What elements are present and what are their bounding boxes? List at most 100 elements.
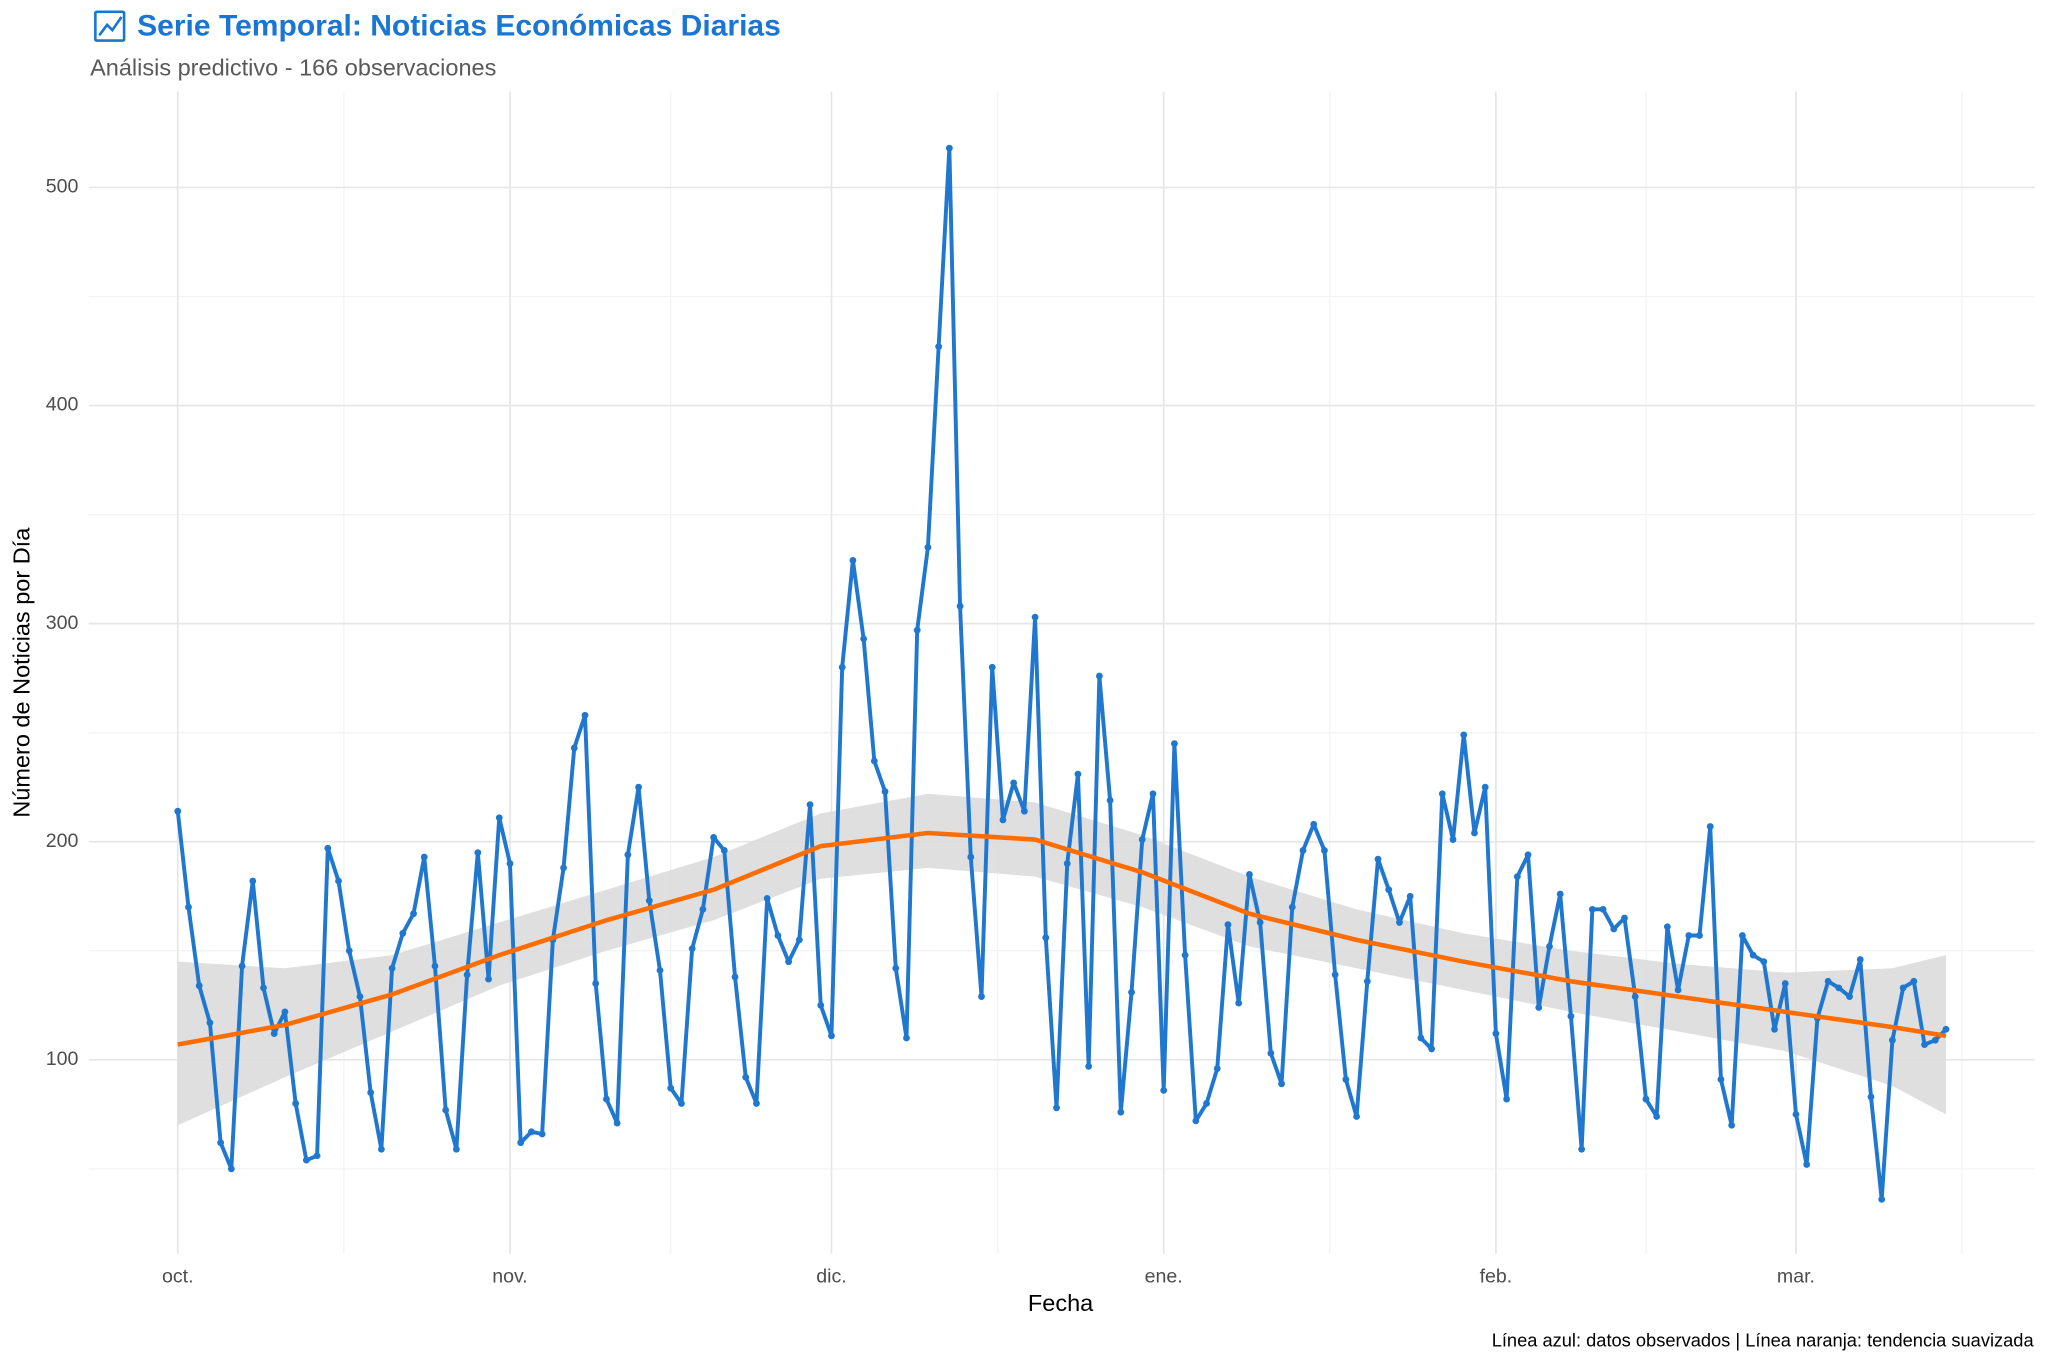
chart-title: Serie Temporal: Noticias Económicas Diar… xyxy=(137,9,781,42)
observed-point xyxy=(635,783,642,791)
observed-point xyxy=(1546,943,1553,950)
observed-point xyxy=(452,1145,460,1153)
observed-point xyxy=(1889,1036,1896,1044)
observed-point xyxy=(1278,1080,1285,1088)
observed-point xyxy=(1128,988,1135,996)
observed-point xyxy=(485,975,492,983)
observed-point xyxy=(1149,790,1157,798)
observed-point xyxy=(1910,977,1918,985)
y-tick-label: 500 xyxy=(46,176,79,198)
caption: Línea azul: datos observados | Línea nar… xyxy=(1492,1329,2035,1350)
observed-point xyxy=(1556,890,1564,898)
observed-point xyxy=(238,962,246,970)
observed-point xyxy=(935,343,943,351)
observed-point xyxy=(1803,1161,1811,1168)
observed-point xyxy=(1053,1104,1060,1112)
observed-point xyxy=(1160,1086,1168,1094)
observed-point xyxy=(1246,871,1253,878)
observed-point xyxy=(517,1139,525,1147)
observed-point xyxy=(560,864,567,872)
observed-point xyxy=(624,851,632,859)
observed-point xyxy=(1406,892,1414,900)
observed-point xyxy=(678,1100,685,1107)
x-tick-label: ene. xyxy=(1145,1266,1183,1288)
observed-point xyxy=(377,1145,385,1153)
observed-point xyxy=(1824,977,1832,985)
observed-point xyxy=(999,816,1007,824)
observed-point xyxy=(892,964,900,972)
observed-point xyxy=(1717,1076,1725,1083)
x-tick-label: dic. xyxy=(816,1266,846,1288)
y-axis-title: Número de Noticias por Día xyxy=(9,527,35,818)
observed-point xyxy=(913,626,921,634)
observed-point xyxy=(1513,873,1521,881)
observed-point xyxy=(881,788,889,795)
observed-point xyxy=(195,982,203,990)
observed-point xyxy=(1020,807,1028,815)
observed-point xyxy=(1578,1145,1586,1153)
observed-point xyxy=(356,993,364,1000)
observed-point xyxy=(753,1100,760,1107)
observed-point xyxy=(1921,1041,1928,1048)
observed-point xyxy=(1867,1093,1875,1101)
observed-point xyxy=(903,1034,910,1042)
observed-point xyxy=(817,1001,825,1009)
observed-point xyxy=(206,1019,214,1027)
plot-marks xyxy=(174,144,1950,1203)
observed-point xyxy=(763,895,771,902)
observed-point xyxy=(1856,956,1864,963)
observed-point xyxy=(1460,731,1468,739)
observed-point xyxy=(828,1032,835,1040)
observed-point xyxy=(1106,796,1114,804)
observed-point xyxy=(506,860,514,867)
observed-point xyxy=(710,833,717,841)
observed-point xyxy=(1599,905,1607,913)
y-tick-label: 200 xyxy=(46,830,79,852)
observed-point xyxy=(1835,984,1843,992)
observed-point xyxy=(1363,977,1371,985)
observed-point xyxy=(388,964,396,972)
observed-point xyxy=(720,847,728,854)
y-tick-label: 100 xyxy=(46,1048,79,1070)
observed-point xyxy=(1749,951,1757,959)
observed-point xyxy=(1138,836,1146,843)
observed-point xyxy=(1653,1113,1661,1120)
observed-point xyxy=(420,853,428,861)
observed-point xyxy=(1010,779,1018,787)
grid xyxy=(88,91,2035,1254)
observed-point xyxy=(302,1156,310,1164)
observed-point xyxy=(270,1030,278,1038)
trend-line xyxy=(177,830,1947,1047)
observed-point xyxy=(1224,921,1232,929)
observed-point xyxy=(1396,919,1403,926)
observed-point xyxy=(592,980,600,987)
observed-point xyxy=(795,936,803,944)
observed-point xyxy=(1331,971,1339,979)
observed-point xyxy=(1492,1030,1500,1038)
observed-point xyxy=(217,1139,225,1147)
observed-point xyxy=(1428,1045,1435,1053)
observed-point xyxy=(1288,903,1296,911)
observed-point xyxy=(1738,932,1746,939)
observed-point xyxy=(313,1152,321,1160)
observed-point xyxy=(1781,980,1789,987)
observed-point xyxy=(1353,1113,1360,1120)
observed-point xyxy=(1771,1025,1778,1033)
observed-point xyxy=(613,1119,621,1127)
observed-point xyxy=(1524,851,1532,859)
observed-point xyxy=(1588,905,1596,913)
observed-point xyxy=(1696,932,1703,939)
observed-point xyxy=(538,1130,546,1138)
observed-point xyxy=(249,877,257,885)
observed-point xyxy=(945,144,953,152)
y-tick-label: 300 xyxy=(46,612,79,634)
observed-point xyxy=(1503,1095,1511,1103)
observed-point xyxy=(1438,790,1446,798)
observed-point xyxy=(1792,1110,1800,1118)
x-tick-label: mar. xyxy=(1777,1266,1815,1288)
observed-point xyxy=(1117,1108,1125,1116)
observed-point xyxy=(1063,860,1071,867)
observed-point xyxy=(1642,1095,1650,1103)
